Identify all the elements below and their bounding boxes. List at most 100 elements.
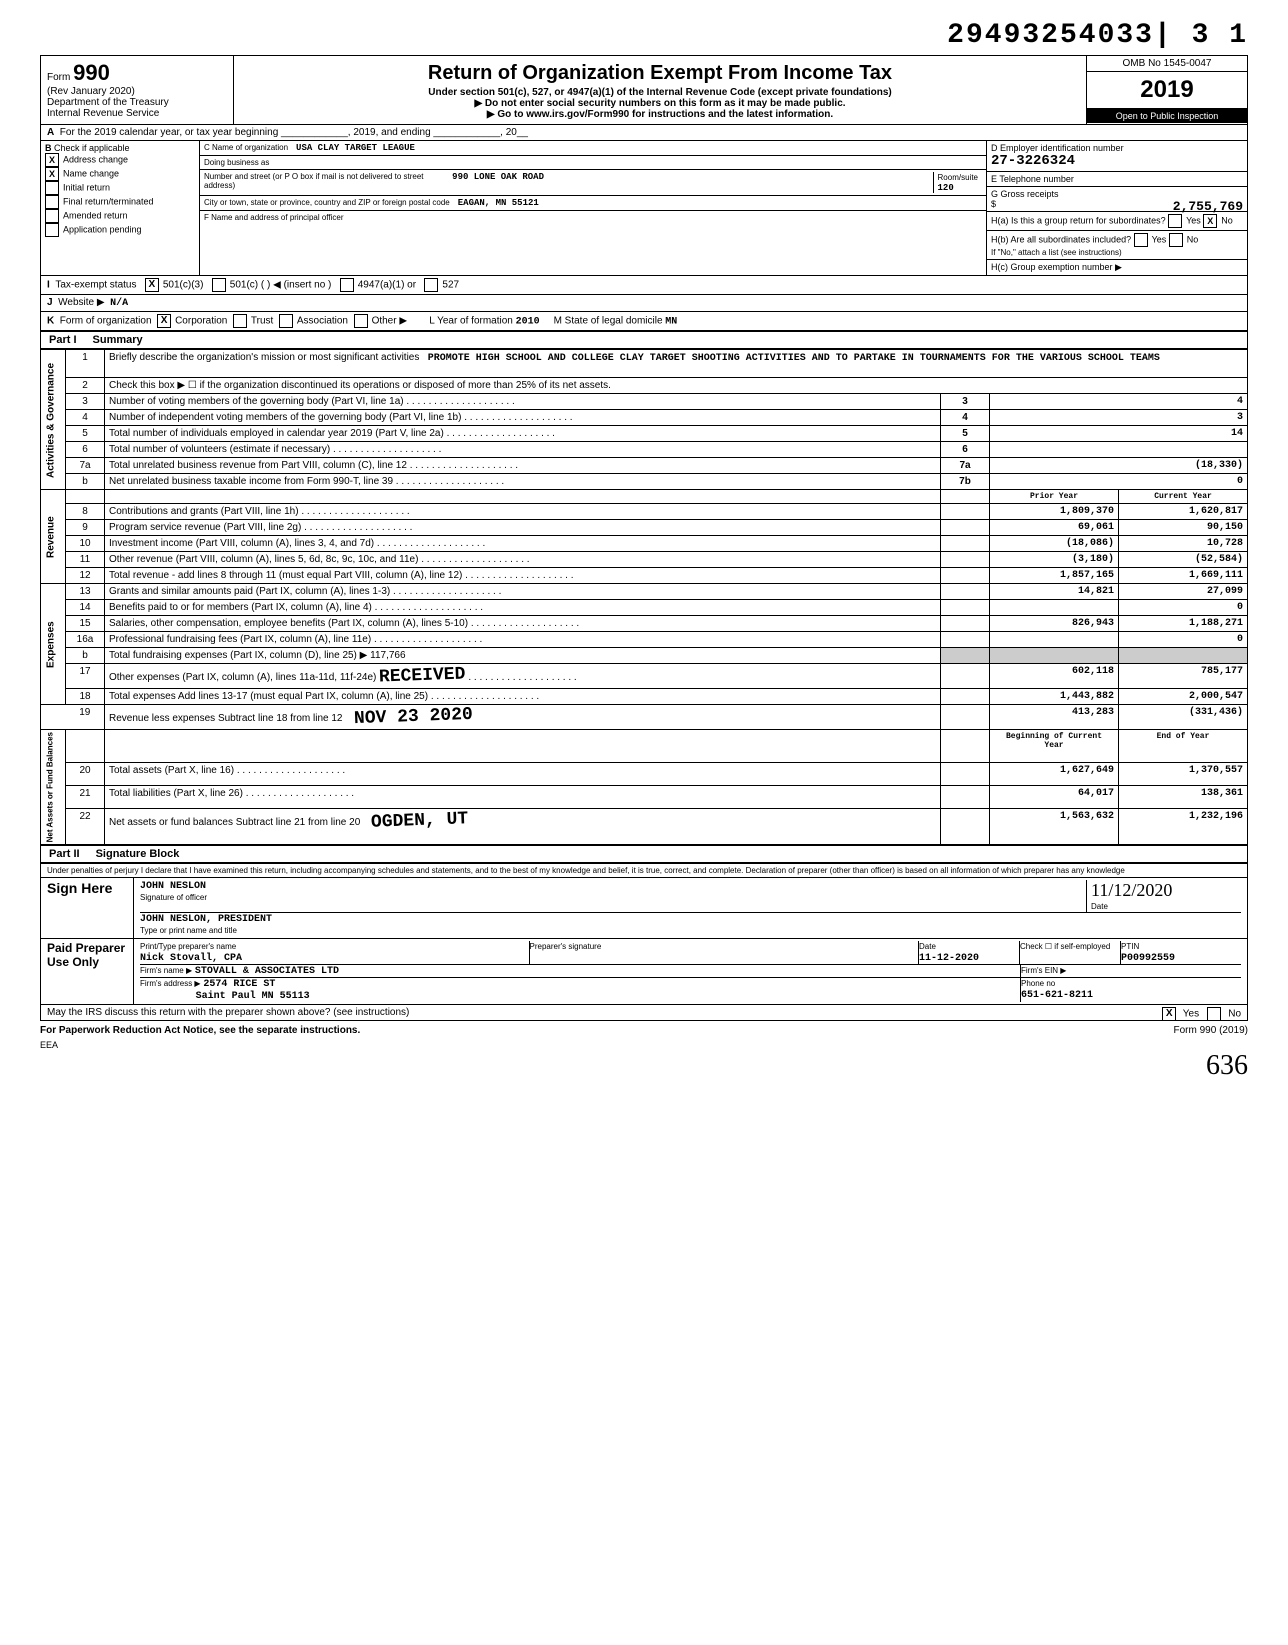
org-name: USA CLAY TARGET LEAGUE <box>296 143 982 153</box>
form-org-lbl: Form of organization <box>60 316 152 327</box>
e13p: 14,821 <box>990 584 1119 600</box>
sub2: ▶ Do not enter social security numbers o… <box>238 98 1082 109</box>
e15c: 1,188,271 <box>1119 616 1248 632</box>
footer: For Paperwork Reduction Act Notice, see … <box>40 1021 1248 1040</box>
hb-lbl: H(b) Are all subordinates included? <box>991 234 1131 244</box>
cb-name-change[interactable] <box>45 167 59 181</box>
hb-yes[interactable] <box>1134 233 1148 247</box>
e17p: 602,118 <box>990 664 1119 689</box>
lbl-final-return: Final return/terminated <box>63 196 154 206</box>
officer-lbl: F Name and address of principal officer <box>204 213 343 222</box>
discuss-yes[interactable] <box>1162 1007 1176 1021</box>
r8n: 8 <box>66 504 105 520</box>
cb-corp[interactable] <box>157 314 171 328</box>
line-a: A For the 2019 calendar year, or tax yea… <box>40 125 1248 141</box>
prep-check-lbl: Check ☐ if self-employed <box>1020 942 1110 951</box>
line4-b: 4 <box>941 410 990 426</box>
cb-final-return[interactable] <box>45 195 59 209</box>
hb-no[interactable] <box>1169 233 1183 247</box>
cb-501c3[interactable] <box>145 278 159 292</box>
officer-sig-lbl: Signature of officer <box>140 893 207 902</box>
n22n: 22 <box>66 809 105 845</box>
r8t: Contributions and grants (Part VIII, lin… <box>105 504 941 520</box>
hand-note: 636 <box>40 1050 1248 1082</box>
dba-lbl: Doing business as <box>204 158 269 167</box>
sign-here: Sign Here <box>41 878 134 938</box>
cb-other[interactable] <box>354 314 368 328</box>
side-expenses: Expenses <box>41 584 66 705</box>
line7b-b: 7b <box>941 474 990 490</box>
prep-date-lbl: Date <box>919 942 936 951</box>
discuss-lbl: May the IRS discuss this return with the… <box>47 1007 409 1018</box>
line7b-v: 0 <box>990 474 1248 490</box>
line7a-b: 7a <box>941 458 990 474</box>
perjury: Under penalties of perjury I declare tha… <box>41 864 1247 878</box>
pra: For Paperwork Reduction Act Notice, see … <box>40 1025 360 1036</box>
irs: Internal Revenue Service <box>47 108 159 119</box>
line4-v: 3 <box>990 410 1248 426</box>
hdr-boy: Beginning of Current Year <box>990 730 1119 763</box>
officer-title: JOHN NESLON, PRESIDENT <box>140 914 272 925</box>
paid-hdr: Paid Preparer Use Only <box>41 939 134 1004</box>
r9p: 69,061 <box>990 520 1119 536</box>
room: 120 <box>938 183 954 193</box>
website: N/A <box>110 298 128 309</box>
line3-b: 3 <box>941 394 990 410</box>
e16at: Professional fundraising fees (Part IX, … <box>105 632 941 648</box>
summary-table: Activities & Governance 1 Briefly descri… <box>40 349 1248 845</box>
org-name-lbl: C Name of organization <box>204 143 288 153</box>
ein: 27-3226324 <box>991 153 1075 169</box>
cb-amended-return[interactable] <box>45 209 59 223</box>
cb-trust[interactable] <box>233 314 247 328</box>
r11c: (52,584) <box>1119 552 1248 568</box>
side-revenue: Revenue <box>41 490 66 584</box>
tel-lbl: E Telephone number <box>991 174 1074 184</box>
e14p <box>990 600 1119 616</box>
dln: 29493254033| 3 1 <box>40 20 1248 51</box>
cb-4947[interactable] <box>340 278 354 292</box>
prep-name-lbl: Print/Type preparer's name <box>140 942 236 951</box>
tax-exempt-lbl: Tax-exempt status <box>55 280 136 291</box>
dom-lbl: M State of legal domicile <box>554 316 663 327</box>
lbl-address-change: Address change <box>63 154 128 164</box>
lbl-initial-return: Initial return <box>63 182 110 192</box>
e15n: 15 <box>66 616 105 632</box>
city: EAGAN, MN 55121 <box>458 198 982 208</box>
lbl-application-pending: Application pending <box>63 224 142 234</box>
ptin-lbl: PTIN <box>1121 942 1139 951</box>
ha-no[interactable] <box>1203 214 1217 228</box>
prep-date: 11-12-2020 <box>919 953 979 964</box>
firm-ein-lbl: Firm's EIN ▶ <box>1021 966 1066 975</box>
ha-yes[interactable] <box>1168 214 1182 228</box>
cb-assoc[interactable] <box>279 314 293 328</box>
tax-year: 2019 <box>1087 72 1247 109</box>
r10c: 10,728 <box>1119 536 1248 552</box>
yof-lbl: L Year of formation <box>429 316 513 327</box>
signature-block: Under penalties of perjury I declare tha… <box>40 863 1248 1021</box>
sub3: ▶ Go to www.irs.gov/Form990 for instruct… <box>238 109 1082 120</box>
cb-initial-return[interactable] <box>45 181 59 195</box>
r12n: 12 <box>66 568 105 584</box>
opt-527: 527 <box>442 280 459 291</box>
r11t: Other revenue (Part VIII, column (A), li… <box>105 552 941 568</box>
col-c: C Name of organization USA CLAY TARGET LE… <box>200 141 987 275</box>
side-netassets: Net Assets or Fund Balances <box>41 730 66 845</box>
cb-527[interactable] <box>424 278 438 292</box>
r8c: 1,620,817 <box>1119 504 1248 520</box>
r12t: Total revenue - add lines 8 through 11 (… <box>105 568 941 584</box>
opt-501c3: 501(c)(3) <box>163 280 204 291</box>
form-rev: (Rev January 2020) <box>47 86 135 97</box>
cb-501c[interactable] <box>212 278 226 292</box>
dba <box>277 158 982 167</box>
discuss-no[interactable] <box>1207 1007 1221 1021</box>
yof: 2010 <box>516 317 540 328</box>
hc-lbl: H(c) Group exemption number ▶ <box>991 262 1122 272</box>
cb-application-pending[interactable] <box>45 223 59 237</box>
e16ap <box>990 632 1119 648</box>
stamp-received: RECEIVED <box>379 664 466 687</box>
form-number: 990 <box>73 60 110 85</box>
firm-addr1: 2574 RICE ST <box>203 979 275 990</box>
col-b: B Check if applicable Address change Nam… <box>41 141 200 275</box>
line5-v: 14 <box>990 426 1248 442</box>
cb-address-change[interactable] <box>45 153 59 167</box>
